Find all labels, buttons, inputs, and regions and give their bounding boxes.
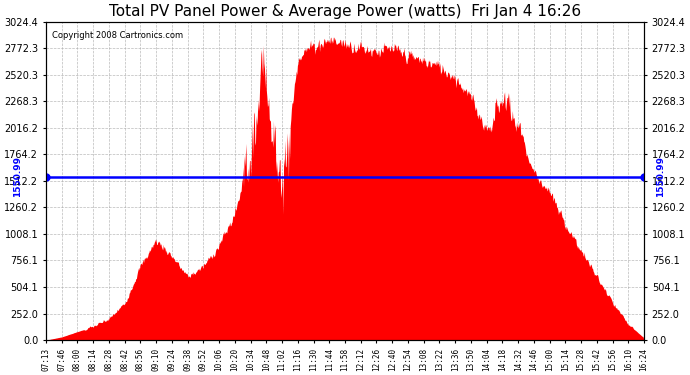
Text: 1550.99: 1550.99: [656, 156, 665, 197]
Text: Copyright 2008 Cartronics.com: Copyright 2008 Cartronics.com: [52, 31, 183, 40]
Text: 1550.99: 1550.99: [13, 156, 22, 197]
Title: Total PV Panel Power & Average Power (watts)  Fri Jan 4 16:26: Total PV Panel Power & Average Power (wa…: [109, 4, 581, 19]
